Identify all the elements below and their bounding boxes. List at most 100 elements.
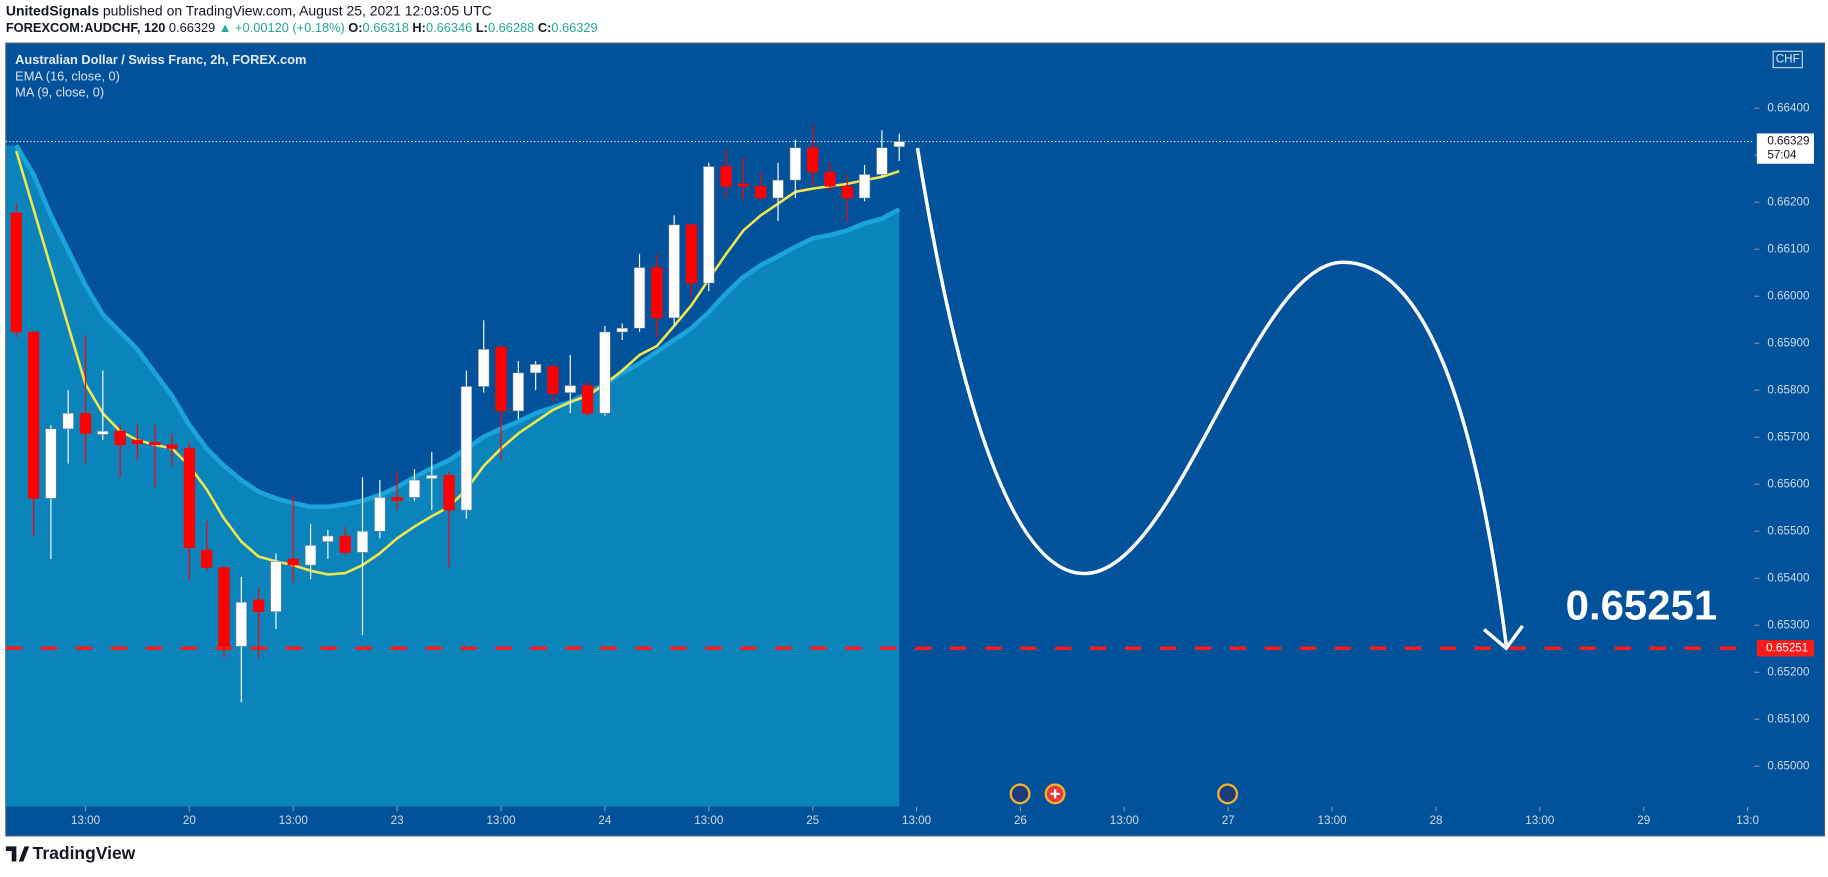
- candle-body: [166, 444, 178, 449]
- x-tick-label: 13:0: [1736, 814, 1759, 827]
- last: 0.66329: [169, 21, 215, 36]
- candle-body: [183, 448, 196, 549]
- candle-body: [720, 166, 732, 187]
- x-tick-label: 13:00: [486, 814, 516, 827]
- candle-body: [703, 166, 715, 284]
- candle-body: [45, 428, 57, 499]
- o-label: O:: [348, 21, 362, 36]
- publisher: UnitedSignals: [6, 2, 99, 18]
- candle-body: [581, 385, 594, 414]
- h-label: H:: [412, 21, 426, 36]
- candle-body: [322, 535, 334, 542]
- last-price-label: 0.66329: [1767, 135, 1809, 148]
- y-tick-label: 0.65900: [1767, 336, 1810, 349]
- event-icons: [1009, 783, 1239, 805]
- candle-body: [270, 561, 282, 612]
- candle-body: [235, 601, 247, 647]
- change: ▲ +0.00120 (+0.18%): [219, 21, 345, 36]
- countdown: 57:04: [1767, 149, 1797, 162]
- x-tick-label: 13:00: [1525, 814, 1555, 827]
- o: 0.66318: [363, 21, 409, 36]
- y-tick-label: 0.66200: [1767, 195, 1810, 208]
- l: 0.66288: [488, 21, 534, 36]
- currency-box[interactable]: [1772, 50, 1803, 69]
- l-label: L:: [476, 21, 488, 36]
- event-icon[interactable]: [1217, 783, 1239, 805]
- candle-body: [374, 497, 386, 532]
- header-line-1: UnitedSignals published on TradingView.c…: [6, 2, 492, 18]
- candle-body: [391, 497, 403, 502]
- x-tick-label: 13:00: [902, 814, 932, 827]
- candle-body: [737, 183, 750, 187]
- legend-entry: MA (9, close, 0): [15, 85, 104, 100]
- candle-body: [10, 212, 22, 333]
- target-tag-label: 0.65251: [1766, 641, 1808, 654]
- last-price-tag: [1756, 133, 1814, 164]
- c: 0.66329: [551, 21, 597, 36]
- candle-body: [858, 174, 871, 199]
- candle-body: [478, 349, 490, 387]
- x-tick-label: 20: [183, 814, 196, 827]
- x-tick-label: 23: [391, 814, 404, 827]
- candle-body: [876, 147, 888, 175]
- candle-body: [149, 442, 161, 446]
- candle-body: [460, 386, 473, 511]
- candle-body: [443, 475, 455, 511]
- y-tick-label: 0.65400: [1767, 571, 1810, 584]
- event-icon-cross: [1050, 789, 1060, 799]
- symbol: FOREXCOM:AUDCHF, 120: [6, 21, 165, 36]
- currency: CHF: [1776, 53, 1800, 66]
- candle-body: [114, 430, 126, 446]
- candle-body: [547, 366, 559, 394]
- y-tick-label: 0.65100: [1767, 712, 1810, 725]
- candle-body: [27, 331, 40, 499]
- candle-body: [408, 479, 421, 498]
- plot-area: [5, 124, 1755, 807]
- y-tick-label: 0.65800: [1767, 383, 1810, 396]
- x-tick-label: 24: [598, 814, 611, 827]
- candle-body: [287, 558, 299, 566]
- candle-body: [824, 171, 836, 187]
- target-tag: [1756, 640, 1814, 657]
- candle-body: [685, 224, 698, 284]
- h: 0.66346: [426, 21, 472, 36]
- candle-body: [668, 224, 680, 319]
- candle-body: [426, 475, 438, 479]
- candle-body: [512, 372, 524, 412]
- x-tick-label: 13:00: [279, 814, 309, 827]
- brand: TradingView: [5, 843, 136, 863]
- target-label: 0.65251: [1566, 582, 1718, 629]
- candle-body: [807, 147, 819, 173]
- candle-body: [893, 141, 905, 148]
- candle-body: [131, 439, 144, 445]
- x-tick-label: 13:00: [1110, 814, 1140, 827]
- x-tick-label: 13:00: [71, 814, 101, 827]
- candle-body: [495, 346, 507, 412]
- x-tick-label: 26: [1014, 814, 1027, 827]
- chart-title: Australian Dollar / Swiss Franc, 2h, FOR…: [15, 52, 306, 67]
- c-label: C:: [538, 21, 552, 36]
- y-tick-label: 0.66100: [1767, 242, 1810, 255]
- candle-body: [252, 599, 265, 612]
- candle-body: [564, 385, 576, 393]
- event-icon[interactable]: [1009, 783, 1031, 805]
- candle-body: [772, 179, 784, 199]
- y-tick-label: 0.65500: [1767, 524, 1810, 537]
- candle-body: [529, 364, 542, 374]
- y-tick-label: 0.65300: [1767, 618, 1810, 631]
- ema-line: [14, 144, 901, 510]
- header-line-2: FOREXCOM:AUDCHF, 120 0.66329 ▲ +0.00120 …: [6, 21, 598, 36]
- candle-body: [633, 267, 646, 329]
- candle-body: [97, 430, 109, 435]
- x-tick-label: 13:00: [1318, 814, 1348, 827]
- legend-entry: EMA (16, close, 0): [15, 68, 120, 83]
- brand-logo: [5, 846, 30, 862]
- ma-line: [15, 150, 900, 576]
- candle-body: [616, 327, 628, 333]
- candle-body: [755, 185, 767, 199]
- x-tick-label: 28: [1429, 814, 1442, 827]
- candle-body: [304, 545, 317, 566]
- candle-body: [201, 549, 213, 568]
- x-tick-label: 27: [1222, 814, 1235, 827]
